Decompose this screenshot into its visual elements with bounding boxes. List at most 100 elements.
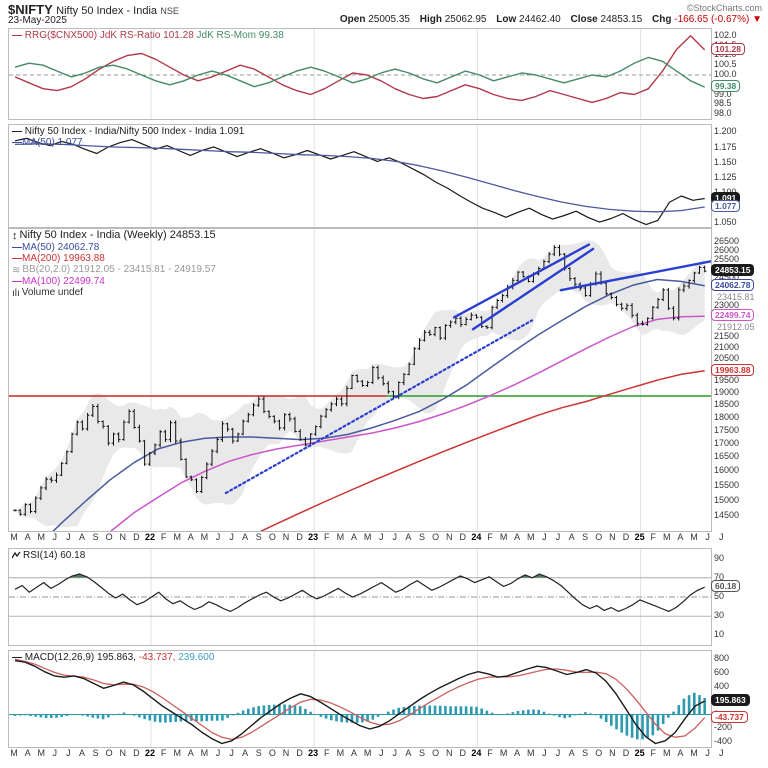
month-label: M [336, 748, 345, 758]
axis-tick-label: 18000 [714, 411, 740, 422]
month-label: F [160, 748, 167, 758]
rsi-value: 60.18 [60, 550, 86, 561]
axis-tick-label: 0 [714, 708, 720, 719]
axis-tick-label: 30 [714, 610, 725, 621]
ma200-value: 19963.88 [63, 253, 105, 264]
last-value-badge: 1.077 [711, 200, 741, 212]
date-axis-top: M A M J J A S O N D 22 F M A M J J A S O N D 23 F M A M J J A S O N D 24 F M… [0, 532, 768, 546]
rsi-zigzag-icon [12, 551, 21, 559]
axis-tick-label: 50 [714, 591, 725, 601]
candlestick-icon: ↕ [12, 230, 18, 242]
price-panel: ↕ Nifty 50 Index - India (Weekly) 24853.1… [8, 228, 712, 532]
month-label: S [255, 748, 262, 758]
macd-signal-value: -43.737, [138, 652, 176, 663]
month-label: O [268, 532, 276, 542]
last-value-badge: 60.18 [711, 580, 741, 593]
year-label: 24 [471, 748, 482, 758]
ratio-ma-value: 1.077 [57, 137, 83, 148]
month-label: A [677, 748, 684, 758]
macd-plot [9, 651, 711, 747]
axis-tick-label: 99.0 [714, 88, 732, 99]
month-label: F [650, 748, 656, 758]
axis-tick-label: 16500 [714, 451, 740, 462]
month-label: M [200, 532, 209, 542]
month-label: O [105, 748, 113, 758]
year-label: 23 [308, 532, 319, 542]
month-label: N [119, 748, 127, 758]
month-label: A [78, 748, 86, 758]
month-label: J [718, 748, 724, 758]
last-value-badge: 22499.74 [711, 309, 755, 322]
last-value-badge: 24853.15 [711, 264, 755, 277]
axis-tick-label: 26000 [714, 244, 740, 255]
month-label: F [650, 532, 656, 542]
macd-panel: — MACD(12,26,9) 195.863, -43.737, 239.60… [8, 650, 712, 748]
rrg-panel: — RRG($CNX500) JdK RS-Ratio 101.28 JdK R… [8, 28, 712, 120]
axis-tick-label: 600 [714, 667, 730, 678]
high-label: High [419, 14, 442, 25]
price-value: 24853.15 [169, 229, 216, 241]
index-name: Nifty 50 Index - India [56, 5, 158, 17]
axis-tick-label: 98.0 [714, 108, 732, 119]
ma50-value: 24062.78 [57, 242, 100, 253]
last-value-badge: -43.737 [711, 710, 748, 723]
month-label: A [514, 748, 521, 758]
axis-tick-label: -400 [714, 736, 733, 747]
ratio-ma-swatch: — [12, 137, 22, 148]
month-label: J [52, 748, 58, 758]
month-label: A [187, 532, 194, 542]
axis-tick-label: 400 [714, 680, 730, 691]
month-label: M [527, 748, 535, 758]
axis-tick-label: 1.075 [714, 202, 737, 213]
axis-tick-label: 24500 [714, 271, 740, 282]
month-label: A [568, 532, 575, 542]
rs-ratio-label: JdK RS-Ratio [99, 30, 161, 41]
ratio-name: Nifty 50 Index - India/Nifty 500 Index -… [24, 126, 217, 137]
month-label: S [418, 532, 426, 542]
axis-tick-label: 102.0 [714, 29, 737, 40]
month-label: S [255, 532, 262, 542]
price-title: Nifty 50 Index - India (Weekly) [19, 229, 167, 241]
month-label: M [173, 532, 181, 542]
rs-ratio-value: 101.28 [163, 30, 194, 41]
month-label: M [363, 532, 372, 542]
axis-tick-label: 98.5 [714, 98, 732, 109]
axis-tick-label: 100.0 [714, 69, 737, 79]
month-label: M [690, 532, 698, 542]
month-label: D [296, 748, 303, 758]
year-label: 23 [308, 748, 319, 758]
month-label: M [10, 532, 18, 542]
axis-tick-label: 1.150 [714, 156, 737, 167]
axis-tick-label: 20500 [714, 352, 740, 363]
ratio-line-swatch: — [12, 126, 22, 137]
axis-tick-label: 1.200 [714, 126, 737, 137]
month-label: S [92, 532, 99, 542]
price-plot [9, 229, 711, 531]
month-label: J [66, 532, 71, 542]
rrg-name: RRG($CNX500) [24, 30, 98, 41]
axis-tick-label: 99.5 [714, 78, 732, 89]
volume-bars-icon: ılı [12, 288, 20, 299]
month-label: D [622, 748, 630, 758]
low-label: Low [496, 14, 517, 25]
month-label: M [336, 532, 345, 542]
month-label: A [677, 532, 684, 542]
ma200-swatch: — [12, 253, 22, 264]
last-value-badge: 101.28 [711, 42, 745, 55]
month-label: D [133, 748, 140, 758]
month-label: D [133, 532, 140, 542]
ma100-swatch: — [12, 276, 22, 287]
month-label: A [350, 748, 358, 758]
macd-value: 195.863, [97, 652, 136, 663]
month-label: N [282, 532, 290, 542]
month-label: O [432, 748, 440, 758]
month-label: S [582, 532, 589, 542]
bollinger-band-icon: ≋ [12, 265, 21, 276]
symbol: $NIFTY [8, 2, 53, 17]
month-label: M [363, 748, 372, 758]
axis-tick-label: 17500 [714, 424, 740, 435]
axis-tick-label: 100.5 [714, 59, 737, 70]
month-label: M [663, 748, 671, 758]
axis-tick-label: 16000 [714, 465, 740, 476]
year-label: 22 [144, 532, 156, 542]
